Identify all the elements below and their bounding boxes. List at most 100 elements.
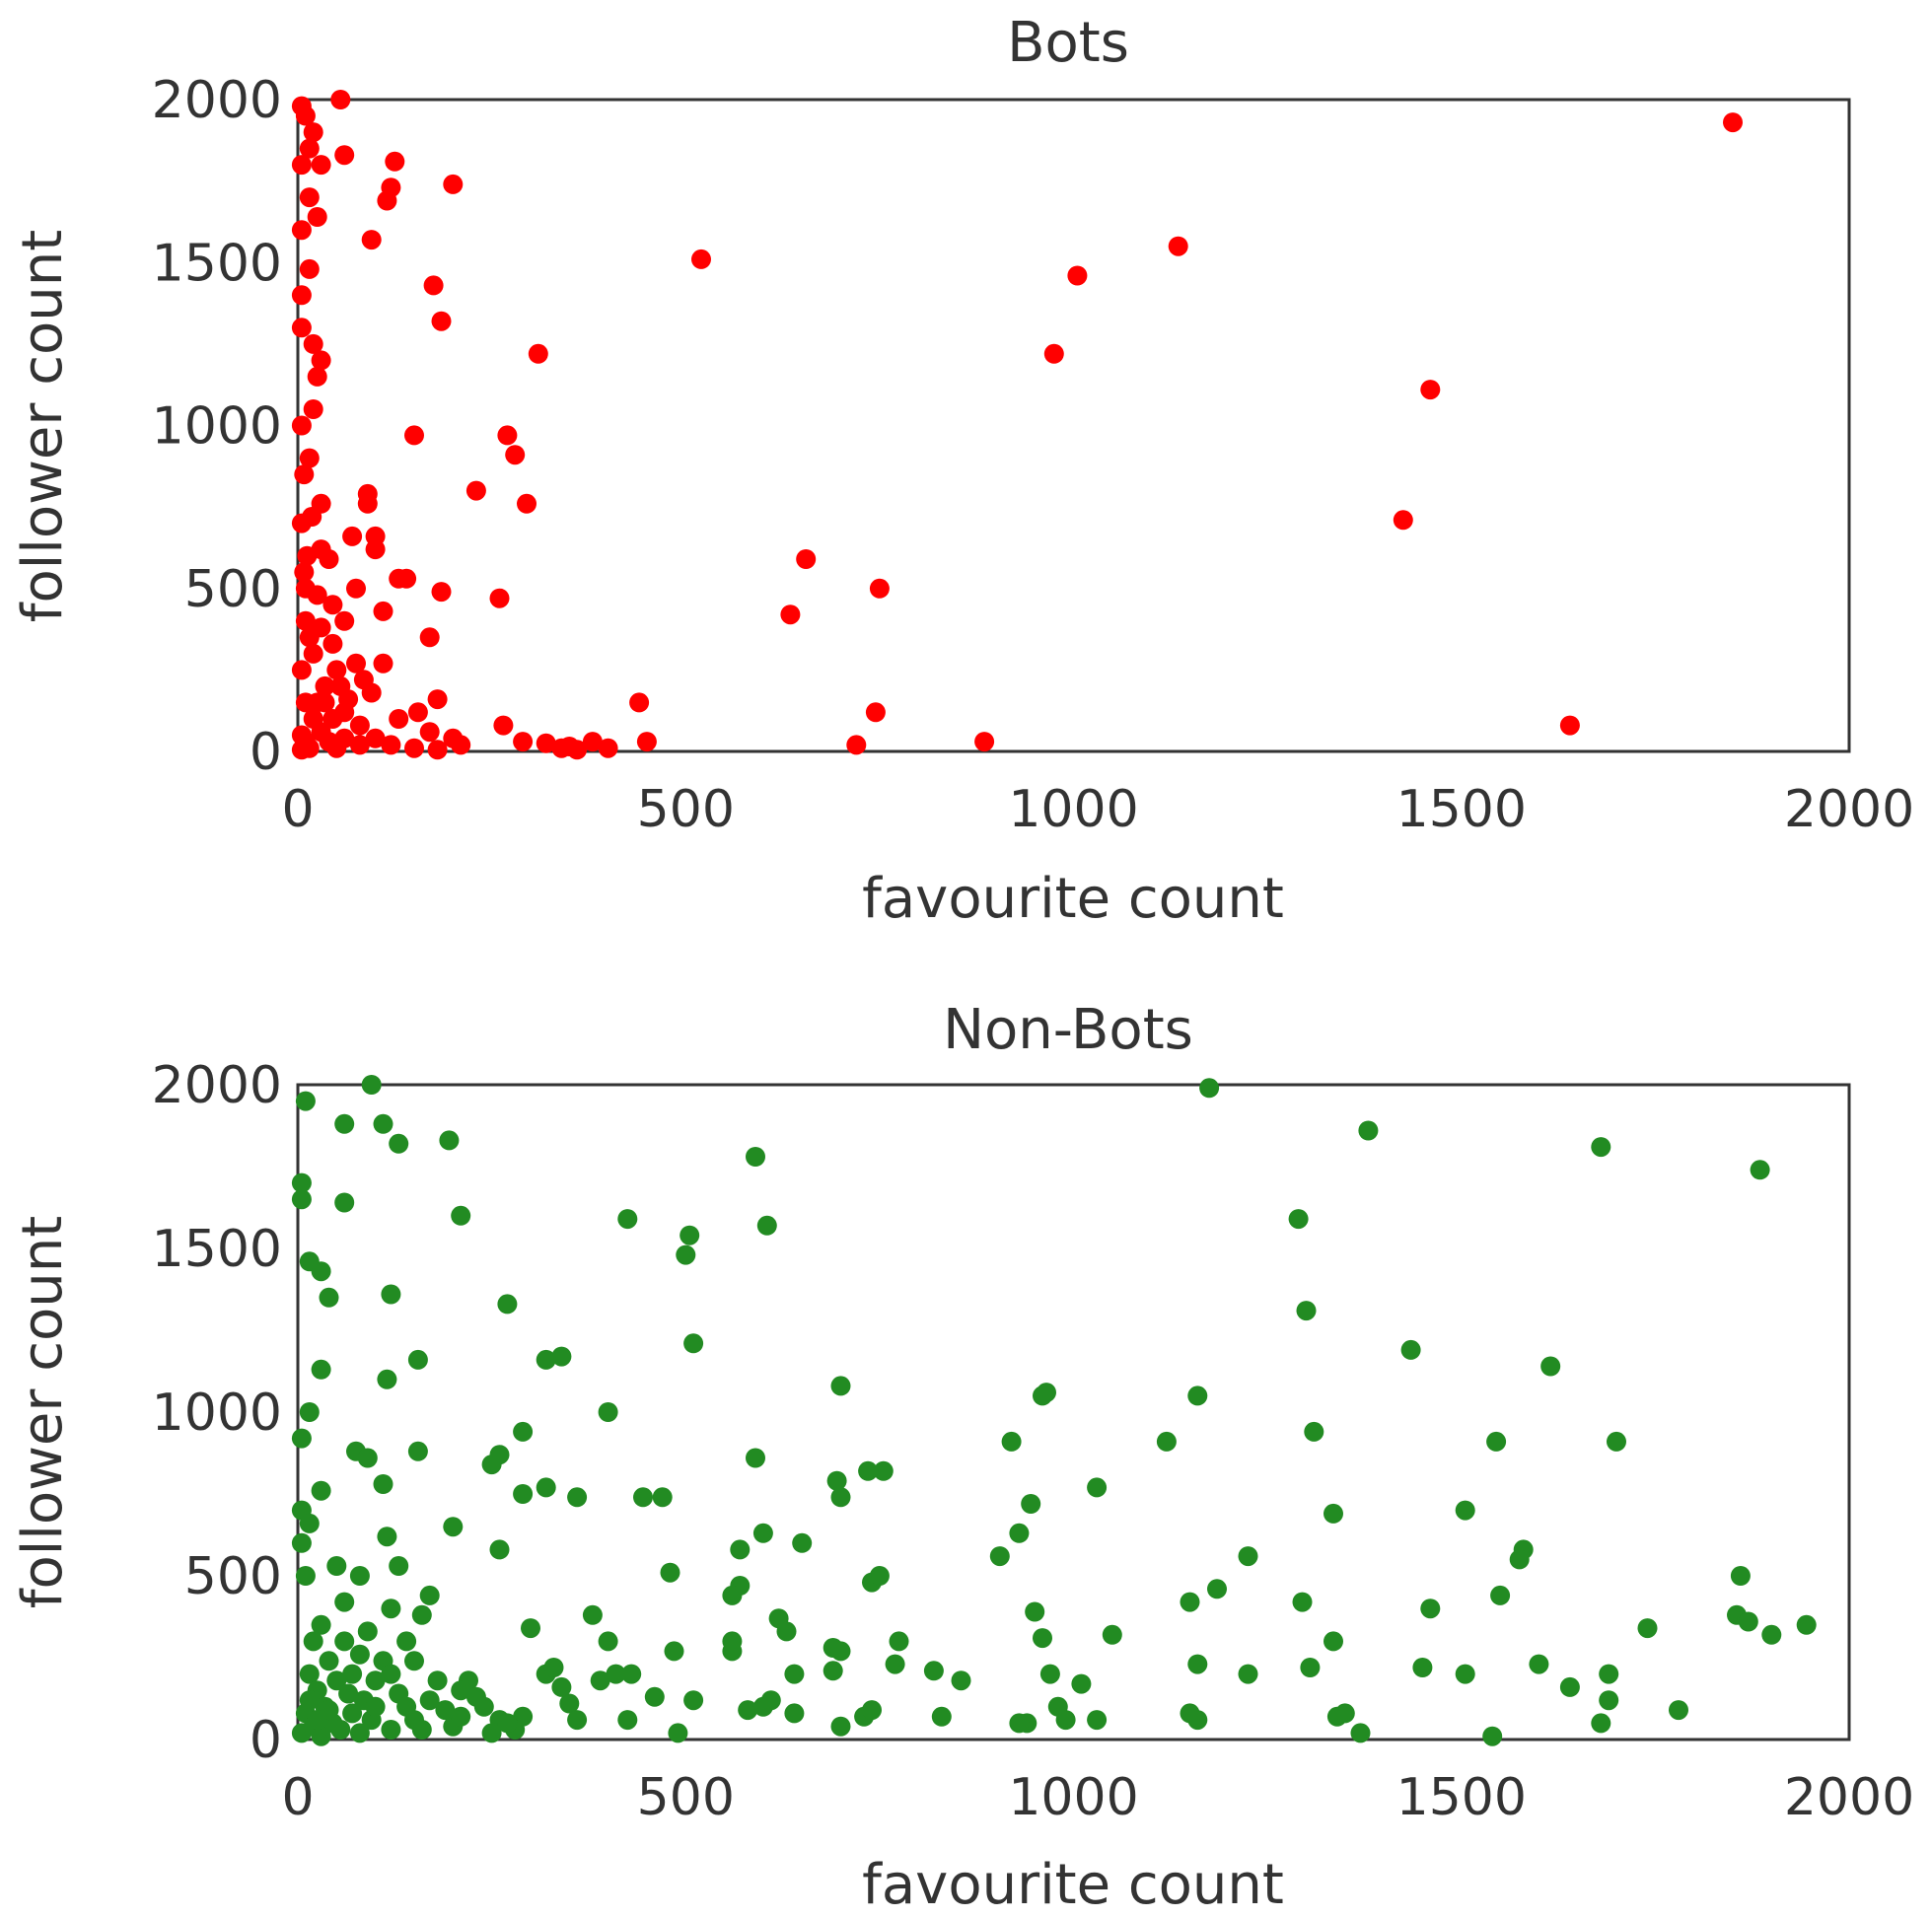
- data-point: [303, 643, 323, 664]
- data-point: [330, 1720, 351, 1740]
- data-point: [1009, 1713, 1030, 1734]
- data-point: [295, 578, 316, 599]
- data-point: [768, 1608, 789, 1629]
- data-point: [1455, 1664, 1475, 1684]
- x-tick-label: 2000: [1784, 1768, 1914, 1827]
- data-point: [465, 1686, 486, 1707]
- data-point: [481, 1455, 502, 1475]
- y-tick-label: 500: [184, 560, 282, 619]
- data-point: [291, 285, 312, 306]
- data-point: [396, 1631, 417, 1652]
- data-point: [311, 1480, 331, 1501]
- data-point: [297, 545, 318, 566]
- data-point: [322, 709, 343, 729]
- data-point: [411, 1720, 432, 1740]
- data-point: [1796, 1614, 1817, 1635]
- data-point: [830, 1376, 851, 1396]
- data-point: [299, 448, 320, 468]
- data-point: [1540, 1356, 1561, 1377]
- data-point: [404, 425, 424, 446]
- data-point: [377, 1527, 397, 1547]
- scatter-marks: [291, 90, 1743, 760]
- data-point: [513, 732, 534, 752]
- data-point: [823, 1661, 843, 1681]
- data-point: [419, 722, 440, 743]
- data-point: [404, 738, 424, 758]
- data-point: [1300, 1658, 1321, 1677]
- plot-frame: [296, 98, 1851, 753]
- data-point: [826, 1470, 847, 1491]
- y-tick-labels: 0 500 1000 1500 2000: [152, 1056, 282, 1770]
- data-point: [760, 1690, 781, 1711]
- scatter-marks: [291, 1075, 1817, 1746]
- x-tick-label: 2000: [1784, 780, 1914, 839]
- data-point: [865, 702, 886, 723]
- data-point: [338, 1683, 359, 1704]
- data-point: [528, 343, 548, 364]
- data-point: [489, 588, 510, 608]
- data-point: [419, 1690, 440, 1711]
- data-point: [846, 735, 867, 755]
- plot-frame: [296, 1083, 1851, 1741]
- data-point: [1187, 1385, 1208, 1406]
- data-point: [1087, 1477, 1108, 1498]
- data-point: [451, 1680, 471, 1701]
- data-point: [303, 1631, 323, 1652]
- data-point: [291, 660, 312, 680]
- data-point: [521, 1618, 540, 1639]
- data-point: [1156, 1431, 1177, 1452]
- data-point: [346, 578, 366, 599]
- chart-title: Non-Bots: [943, 998, 1193, 1062]
- data-point: [633, 1487, 653, 1508]
- data-point: [1637, 1618, 1658, 1639]
- data-point: [431, 311, 452, 331]
- data-point: [543, 1658, 564, 1677]
- data-point: [326, 1670, 347, 1691]
- data-point: [951, 1670, 971, 1691]
- data-point: [373, 1113, 394, 1134]
- data-point: [1043, 343, 1064, 364]
- data-point: [299, 1513, 320, 1533]
- data-point: [302, 507, 322, 527]
- data-point: [349, 1723, 370, 1743]
- data-point: [349, 715, 370, 736]
- data-point: [385, 151, 405, 172]
- data-point: [291, 155, 312, 176]
- data-point: [517, 493, 537, 514]
- data-point: [299, 258, 320, 279]
- data-point: [1730, 1566, 1751, 1586]
- data-point: [722, 1585, 743, 1605]
- data-point: [1238, 1664, 1258, 1684]
- data-point: [334, 1592, 355, 1612]
- data-point: [1350, 1723, 1371, 1743]
- x-tick-label: 1500: [1396, 1768, 1527, 1827]
- data-point: [377, 1369, 397, 1389]
- data-point: [407, 702, 428, 723]
- data-point: [1529, 1654, 1549, 1674]
- data-point: [334, 1113, 355, 1134]
- data-point: [796, 549, 817, 569]
- non-bots-panel: Non-Bots 0 500 1000 1500 2000 0 500 1000 1500 20…: [11, 998, 1914, 1917]
- data-point: [869, 1566, 890, 1586]
- data-point: [291, 220, 312, 241]
- data-point: [746, 1448, 765, 1468]
- data-point: [493, 715, 514, 736]
- data-point: [830, 1716, 851, 1737]
- data-point: [1199, 1078, 1220, 1099]
- y-tick-label: 2000: [152, 1056, 282, 1115]
- data-point: [1238, 1546, 1258, 1567]
- data-point: [299, 1664, 320, 1684]
- data-point: [291, 1189, 312, 1210]
- data-point: [1067, 265, 1088, 286]
- x-tick-label: 1500: [1396, 780, 1527, 839]
- data-point: [1482, 1726, 1503, 1746]
- data-point: [1599, 1690, 1619, 1711]
- data-point: [389, 1556, 409, 1576]
- data-point: [365, 1696, 386, 1717]
- data-point: [536, 1477, 556, 1498]
- data-point: [862, 1700, 882, 1721]
- data-point: [497, 425, 518, 446]
- data-point: [381, 1664, 401, 1684]
- data-point: [1490, 1585, 1511, 1605]
- data-point: [1296, 1301, 1317, 1321]
